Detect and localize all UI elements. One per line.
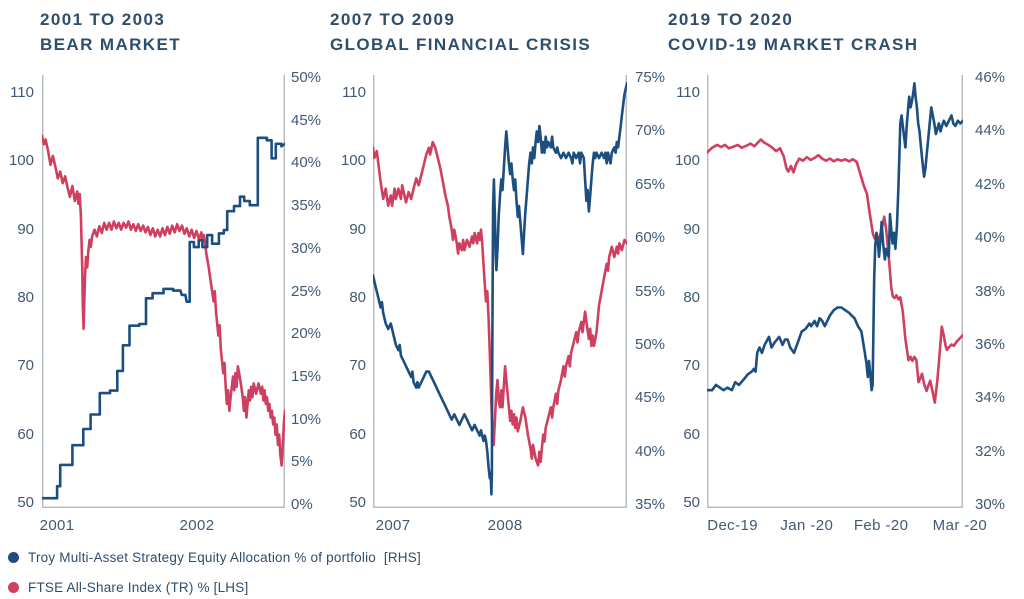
x-axis-tick-label: Dec-19 xyxy=(707,517,758,534)
chart-title-line1: 2001 TO 2003 xyxy=(40,10,166,29)
right-axis-tick-label: 36% xyxy=(975,335,1006,353)
right-axis-tick-label: 45% xyxy=(291,111,322,129)
right-axis-tick-label: 30% xyxy=(975,496,1006,513)
right-axis-tick-label: 25% xyxy=(291,282,322,300)
right-axis-tick-label: 20% xyxy=(291,325,322,343)
left-axis-tick-label: 80 xyxy=(17,289,34,306)
right-axis-tick-label: 35% xyxy=(635,496,666,513)
chart-title-line2: GLOBAL FINANCIAL CRISIS xyxy=(330,35,592,54)
right-axis-tick-label: 50% xyxy=(291,69,322,86)
right-axis-tick-label: 5% xyxy=(291,453,313,471)
left-axis-tick-label: 90 xyxy=(17,220,34,238)
right-axis-tick-label: 32% xyxy=(975,442,1006,460)
left-axis-tick-label: 100 xyxy=(8,152,34,170)
plot-border xyxy=(42,75,285,508)
right-axis-tick-label: 65% xyxy=(635,175,666,193)
right-axis-tick-label: 70% xyxy=(635,122,666,140)
series-line-troy_blue xyxy=(373,82,627,496)
left-axis-tick-label: 70 xyxy=(349,357,366,375)
series-line-ftse_red xyxy=(707,138,963,404)
x-axis-tick-label: 2002 xyxy=(179,517,215,534)
x-axis-tick-label: 2007 xyxy=(375,517,411,534)
legend-label-ftse: FTSE All-Share Index (TR) % [LHS] xyxy=(28,580,249,595)
legend-dot-ftse-icon xyxy=(8,582,19,593)
left-axis-tick-label: 80 xyxy=(349,289,366,306)
series-line-ftse_red xyxy=(373,140,627,467)
legend-dot-troy-icon xyxy=(8,552,19,563)
left-axis-tick-label: 110 xyxy=(676,84,700,101)
left-axis-tick-label: 80 xyxy=(683,289,700,306)
left-axis-tick-label: 60 xyxy=(683,425,700,443)
legend-item-troy-allocation: Troy Multi-Asset Strategy Equity Allocat… xyxy=(8,548,421,567)
left-axis-tick-label: 60 xyxy=(17,425,34,443)
right-axis-tick-label: 40% xyxy=(291,154,322,172)
right-axis-tick-label: 10% xyxy=(291,410,322,428)
plot-area xyxy=(42,75,285,508)
series-line-troy_blue xyxy=(707,82,963,392)
right-axis-tick-label: 55% xyxy=(635,282,666,300)
plot-border xyxy=(707,75,963,508)
chart-title: 2001 TO 2003 BEAR MARKET xyxy=(40,7,181,57)
series-line-ftse_red xyxy=(42,134,285,467)
left-axis-tick-label: 100 xyxy=(674,152,700,170)
right-axis-tick-label: 40% xyxy=(635,442,666,460)
left-axis-tick-label: 50 xyxy=(683,494,700,511)
x-axis-tick-label: 2001 xyxy=(39,517,75,534)
chart-title: 2007 TO 2009 GLOBAL FINANCIAL CRISIS xyxy=(330,7,591,57)
right-axis-tick-label: 0% xyxy=(291,496,313,513)
x-axis-tick-label: Mar -20 xyxy=(932,517,988,534)
chart-title: 2019 TO 2020 COVID-19 MARKET CRASH xyxy=(668,7,918,57)
right-axis-tick-label: 42% xyxy=(975,175,1006,193)
left-axis-tick-label: 90 xyxy=(683,220,700,238)
plot-border xyxy=(373,75,627,508)
right-axis-tick-label: 15% xyxy=(291,367,322,385)
left-axis-tick-label: 90 xyxy=(349,220,366,238)
chart-title-line2: COVID-19 MARKET CRASH xyxy=(668,35,919,54)
right-axis-tick-label: 40% xyxy=(975,229,1006,247)
right-axis-tick-label: 75% xyxy=(635,69,666,86)
left-axis-tick-label: 70 xyxy=(683,357,700,375)
chart-title-line1: 2007 TO 2009 xyxy=(330,10,456,29)
right-axis-tick-label: 50% xyxy=(635,335,666,353)
legend: Troy Multi-Asset Strategy Equity Allocat… xyxy=(8,548,421,597)
right-axis-tick-label: 45% xyxy=(635,389,666,407)
right-axis-tick-label: 30% xyxy=(291,239,322,257)
left-axis-tick-label: 50 xyxy=(349,494,366,511)
left-axis-tick-label: 70 xyxy=(17,357,34,375)
left-axis-tick-label: 110 xyxy=(342,84,366,101)
series-line-troy_blue xyxy=(42,136,285,500)
right-axis-tick-label: 46% xyxy=(975,69,1006,86)
left-axis-tick-label: 100 xyxy=(340,152,366,170)
x-axis-tick-label: Feb -20 xyxy=(853,517,909,534)
legend-label-troy: Troy Multi-Asset Strategy Equity Allocat… xyxy=(28,550,421,565)
chart-title-line1: 2019 TO 2020 xyxy=(668,10,794,29)
right-axis-tick-label: 60% xyxy=(635,229,666,247)
right-axis-tick-label: 34% xyxy=(975,389,1006,407)
x-axis-tick-label: 2008 xyxy=(487,517,523,534)
right-axis-tick-label: 35% xyxy=(291,197,322,215)
chart-title-line2: BEAR MARKET xyxy=(40,35,182,54)
right-axis-tick-label: 44% xyxy=(975,122,1006,140)
plot-area xyxy=(707,75,963,508)
legend-item-ftse-all-share: FTSE All-Share Index (TR) % [LHS] xyxy=(8,578,421,597)
plot-area xyxy=(373,75,627,508)
x-axis-tick-label: Jan -20 xyxy=(780,517,834,534)
left-axis-tick-label: 110 xyxy=(10,84,34,101)
right-axis-tick-label: 38% xyxy=(975,282,1006,300)
left-axis-tick-label: 60 xyxy=(349,425,366,443)
left-axis-tick-label: 50 xyxy=(17,494,34,511)
